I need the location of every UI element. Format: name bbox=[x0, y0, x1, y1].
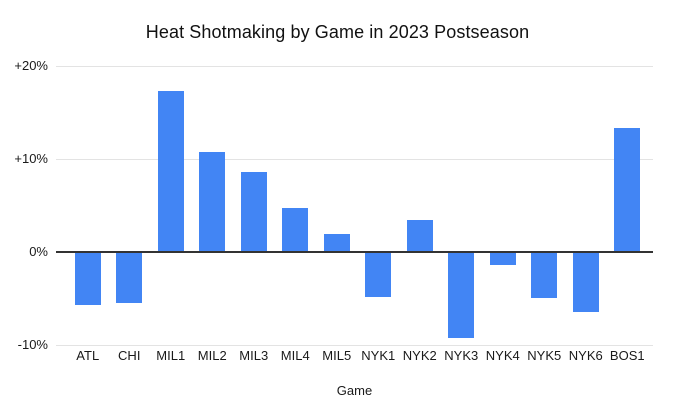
chart-title: Heat Shotmaking by Game in 2023 Postseas… bbox=[145, 22, 530, 42]
x-axis-tick-label: MIL4 bbox=[280, 348, 310, 363]
bar-mil5 bbox=[323, 234, 350, 252]
x-axis-tick-label: NYK6 bbox=[568, 348, 603, 363]
x-axis-tick-label: MIL1 bbox=[156, 348, 186, 363]
x-axis-tick-label: MIL5 bbox=[322, 348, 352, 363]
bar-nyk1 bbox=[365, 252, 392, 297]
bar-nyk6 bbox=[572, 252, 599, 312]
bar-mil4 bbox=[282, 208, 309, 252]
x-axis-zero-line bbox=[56, 251, 653, 253]
bar-atl bbox=[74, 252, 101, 305]
x-axis-tick-label: ATL bbox=[76, 348, 100, 363]
x-axis-tick-label: MIL2 bbox=[197, 348, 227, 363]
gridline bbox=[56, 158, 653, 160]
gridline bbox=[56, 65, 653, 67]
bar-mil2 bbox=[199, 152, 226, 252]
bar-chi bbox=[116, 252, 143, 304]
x-axis-tick-label: BOS1 bbox=[609, 348, 645, 363]
x-axis-tick-label: NYK3 bbox=[444, 348, 479, 363]
y-axis-tick-label: +10% bbox=[14, 151, 48, 166]
bar-nyk3 bbox=[448, 252, 475, 338]
bar-mil3 bbox=[240, 172, 267, 252]
x-axis-tick-label: CHI bbox=[118, 348, 141, 363]
x-axis-tick-label: NYK5 bbox=[527, 348, 562, 363]
x-axis-tick-label: NYK4 bbox=[485, 348, 520, 363]
y-axis-tick-label: +20% bbox=[14, 58, 48, 73]
bar-bos1 bbox=[614, 128, 641, 252]
x-axis-tick-label: NYK2 bbox=[402, 348, 437, 363]
bar-nyk5 bbox=[531, 252, 558, 298]
y-axis-tick-label: 0% bbox=[29, 244, 48, 259]
x-axis-title: Game bbox=[336, 383, 373, 398]
gridline bbox=[56, 344, 653, 346]
bar-mil1 bbox=[157, 91, 184, 252]
y-axis-tick-label: -10% bbox=[17, 337, 48, 352]
bar-nyk4 bbox=[489, 252, 516, 266]
x-axis-tick-label: NYK1 bbox=[361, 348, 396, 363]
bar-nyk2 bbox=[406, 220, 433, 252]
x-axis-tick-label: MIL3 bbox=[239, 348, 269, 363]
